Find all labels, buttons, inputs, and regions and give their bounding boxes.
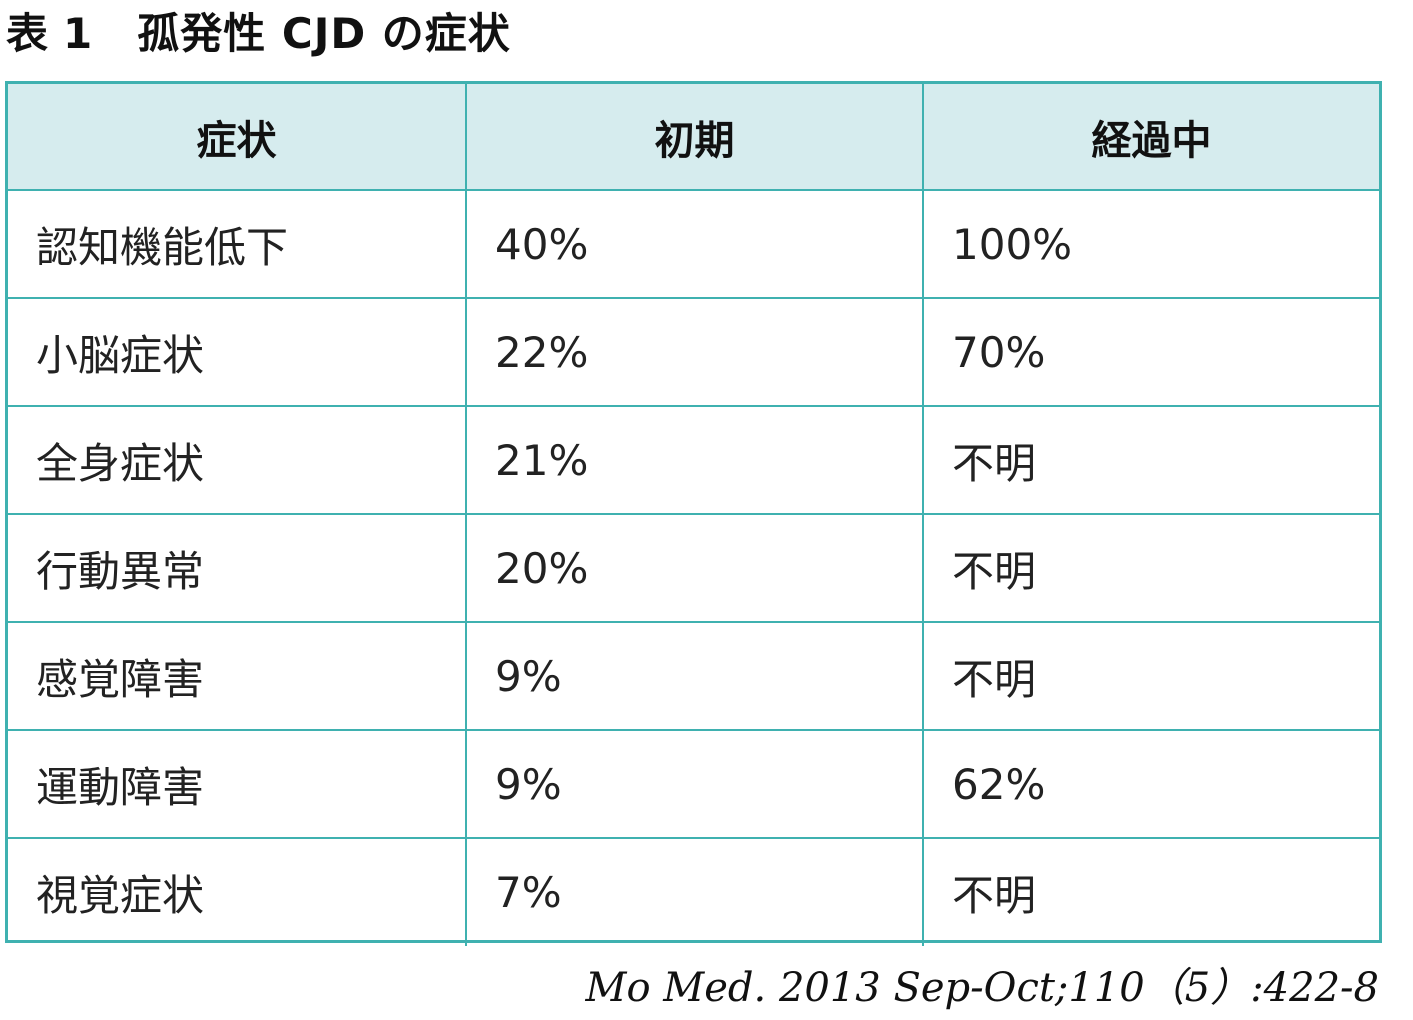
initial-cell: 9% bbox=[466, 622, 923, 730]
table-header-row: 症状 初期 経過中 bbox=[8, 84, 1379, 190]
during-cell: 100% bbox=[923, 190, 1379, 298]
during-cell: 不明 bbox=[923, 406, 1379, 514]
table-title-label: 表 bbox=[6, 9, 49, 58]
symptom-table: 症状 初期 経過中 認知機能低下 40% 100% 小脳症状 22% 70% 全… bbox=[8, 84, 1379, 946]
header-initial: 初期 bbox=[466, 84, 923, 190]
symptom-cell: 感覚障害 bbox=[8, 622, 466, 730]
table-title-text: 孤発性 CJD の症状 bbox=[137, 9, 511, 58]
table-title: 表 1 孤発性 CJD の症状 bbox=[6, 4, 511, 64]
table-row: 小脳症状 22% 70% bbox=[8, 298, 1379, 406]
table-row: 認知機能低下 40% 100% bbox=[8, 190, 1379, 298]
symptom-cell: 視覚症状 bbox=[8, 838, 466, 946]
during-cell: 62% bbox=[923, 730, 1379, 838]
during-cell: 不明 bbox=[923, 514, 1379, 622]
during-cell: 不明 bbox=[923, 838, 1379, 946]
table-row: 運動障害 9% 62% bbox=[8, 730, 1379, 838]
initial-cell: 21% bbox=[466, 406, 923, 514]
table-row: 視覚症状 7% 不明 bbox=[8, 838, 1379, 946]
during-cell: 70% bbox=[923, 298, 1379, 406]
citation: Mo Med. 2013 Sep-Oct;110（5）:422-8 bbox=[586, 960, 1379, 1016]
table-row: 全身症状 21% 不明 bbox=[8, 406, 1379, 514]
symptom-cell: 全身症状 bbox=[8, 406, 466, 514]
table-row: 感覚障害 9% 不明 bbox=[8, 622, 1379, 730]
during-cell: 不明 bbox=[923, 622, 1379, 730]
initial-cell: 22% bbox=[466, 298, 923, 406]
symptom-cell: 運動障害 bbox=[8, 730, 466, 838]
table-row: 行動異常 20% 不明 bbox=[8, 514, 1379, 622]
symptom-cell: 認知機能低下 bbox=[8, 190, 466, 298]
initial-cell: 9% bbox=[466, 730, 923, 838]
symptom-table-frame: 症状 初期 経過中 認知機能低下 40% 100% 小脳症状 22% 70% 全… bbox=[5, 81, 1382, 943]
symptom-cell: 小脳症状 bbox=[8, 298, 466, 406]
symptom-cell: 行動異常 bbox=[8, 514, 466, 622]
initial-cell: 40% bbox=[466, 190, 923, 298]
header-symptom: 症状 bbox=[8, 84, 466, 190]
initial-cell: 7% bbox=[466, 838, 923, 946]
header-during: 経過中 bbox=[923, 84, 1379, 190]
initial-cell: 20% bbox=[466, 514, 923, 622]
table-title-number: 1 bbox=[63, 9, 93, 58]
